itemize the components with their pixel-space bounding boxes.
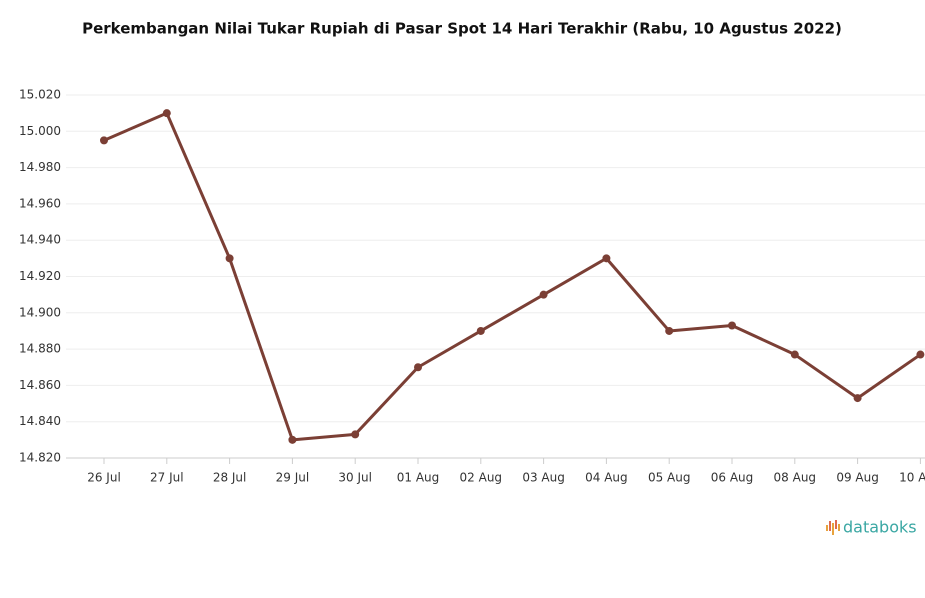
x-tick-label: 01 Aug [397,471,440,485]
point [853,394,862,403]
y-tick-label: 14.860 [19,378,61,392]
brand-text: databoks [843,518,917,537]
point [351,430,360,439]
y-tick-label: 14.900 [19,305,61,319]
point [100,136,108,145]
y-tick-label: 14.980 [19,160,61,174]
logo-bar [832,523,834,535]
point [288,435,297,444]
x-tick-label: 08 Aug [774,471,817,485]
brand-logo: databoks [826,518,917,537]
x-tick-label: 28 Jul [213,471,247,485]
x-tick-label: 26 Jul [87,471,121,485]
y-tick-label: 15.020 [19,88,61,102]
point [790,350,799,359]
y-tick-label: 15.000 [19,124,61,138]
x-tick-label: 30 Jul [338,471,372,485]
logo-bar [838,524,840,531]
y-tick-label: 14.920 [19,269,61,283]
point [162,109,171,118]
x-tick-label: 27 Jul [150,471,184,485]
point [916,350,925,359]
point [539,290,548,299]
point [225,254,234,263]
logo-bar [826,525,828,531]
y-tick-label: 14.840 [19,414,61,428]
x-tick-label: 03 Aug [522,471,565,485]
x-tick-label: 06 Aug [711,471,754,485]
x-tick-label: 29 Jul [276,471,310,485]
y-tick-label: 14.960 [19,196,61,210]
chart-title: Perkembangan Nilai Tukar Rupiah di Pasar… [82,20,842,38]
point [728,321,736,330]
x-tick-label: 10 Aug [899,471,925,485]
y-tick-label: 14.820 [19,451,61,465]
x-tick-label: 04 Aug [585,471,628,485]
x-tick-label: 05 Aug [648,471,691,485]
x-tick-label: 09 Aug [836,471,879,485]
logo-bar [835,520,837,529]
point [476,326,485,335]
point [602,254,611,263]
logo-bar [829,521,831,531]
line [103,111,922,442]
y-tick-label: 14.940 [19,233,61,247]
point [414,363,422,372]
y-tick-label: 14.880 [19,342,61,356]
point [665,326,674,335]
x-tick-label: 02 Aug [460,471,503,485]
